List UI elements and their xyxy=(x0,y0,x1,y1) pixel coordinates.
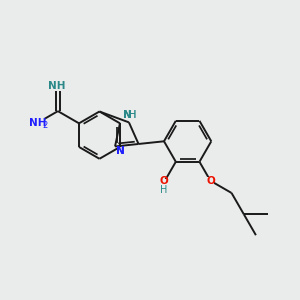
Bar xyxy=(207,177,214,185)
Text: N: N xyxy=(116,146,124,156)
Bar xyxy=(117,148,123,154)
Text: 2: 2 xyxy=(43,122,48,130)
Text: H: H xyxy=(129,110,137,120)
Text: H: H xyxy=(129,110,137,120)
Bar xyxy=(53,82,62,91)
Text: N: N xyxy=(123,110,132,120)
Bar xyxy=(33,118,45,127)
Text: NH: NH xyxy=(48,81,66,91)
Text: O: O xyxy=(160,176,169,186)
Text: H: H xyxy=(160,185,167,195)
Text: N: N xyxy=(116,146,124,156)
Text: NH: NH xyxy=(29,118,47,128)
Bar xyxy=(123,111,137,118)
Text: N: N xyxy=(123,110,132,120)
Bar xyxy=(160,178,169,186)
Text: O: O xyxy=(206,176,215,186)
